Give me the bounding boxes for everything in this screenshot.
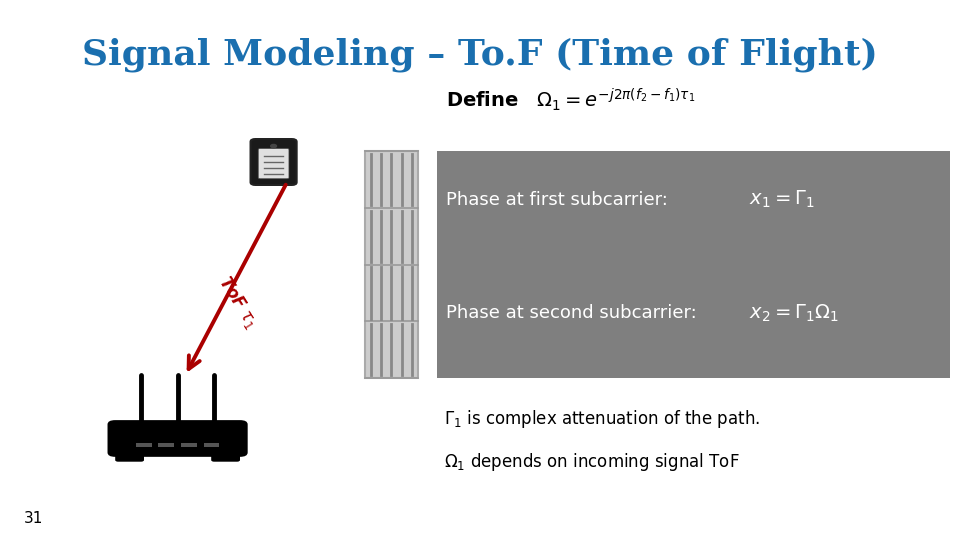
Text: 31: 31 xyxy=(24,511,43,526)
Bar xyxy=(136,443,152,447)
Text: $\mathbf{Define}\quad \Omega_1 = e^{-j2\pi(f_2-f_1)\tau_1}$: $\mathbf{Define}\quad \Omega_1 = e^{-j2\… xyxy=(446,86,696,113)
Bar xyxy=(437,151,950,378)
Bar xyxy=(204,443,219,447)
Text: $\Gamma_1$ is complex attenuation of the path.: $\Gamma_1$ is complex attenuation of the… xyxy=(444,408,759,429)
FancyBboxPatch shape xyxy=(108,420,248,457)
FancyBboxPatch shape xyxy=(258,148,289,179)
Bar xyxy=(365,151,418,378)
Text: ToF $\tau_1$: ToF $\tau_1$ xyxy=(214,272,262,333)
Text: Signal Modeling – To.F (Time of Flight): Signal Modeling – To.F (Time of Flight) xyxy=(82,38,878,72)
Bar xyxy=(158,443,174,447)
FancyBboxPatch shape xyxy=(251,139,297,185)
Text: Phase at second subcarrier:: Phase at second subcarrier: xyxy=(446,304,697,322)
Circle shape xyxy=(271,145,276,148)
Text: Phase at first subcarrier:: Phase at first subcarrier: xyxy=(446,191,668,209)
Text: $x_2 = \Gamma_1\Omega_1$: $x_2 = \Gamma_1\Omega_1$ xyxy=(749,302,839,324)
FancyBboxPatch shape xyxy=(115,450,144,462)
FancyBboxPatch shape xyxy=(211,450,240,462)
Text: $x_1 = \Gamma_1$: $x_1 = \Gamma_1$ xyxy=(749,189,814,211)
Text: $\Omega_1$ depends on incoming signal ToF: $\Omega_1$ depends on incoming signal To… xyxy=(444,451,739,472)
Bar xyxy=(181,443,197,447)
